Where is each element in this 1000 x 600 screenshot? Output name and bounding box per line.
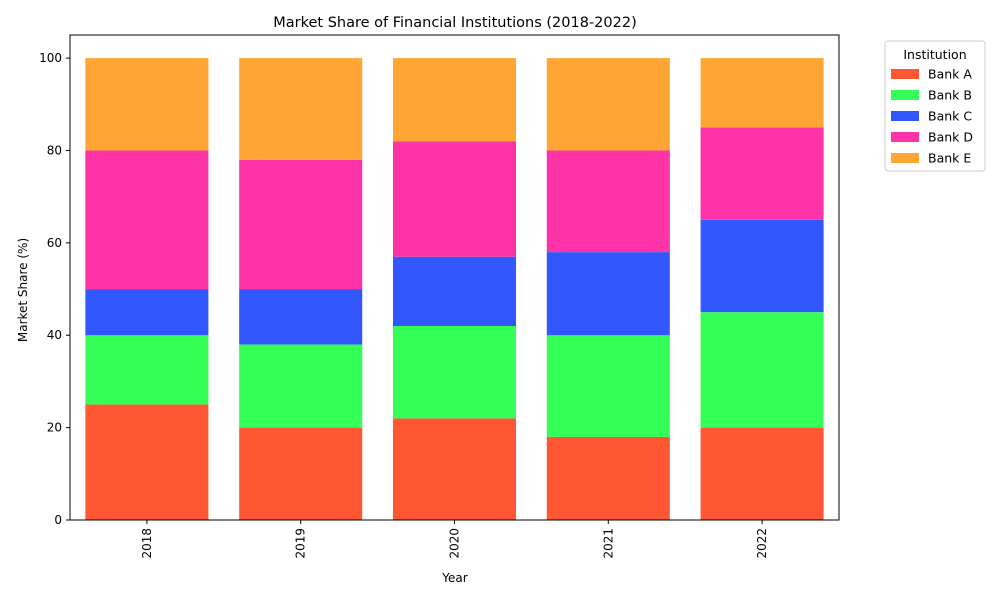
legend-swatch-bank-b [891, 90, 919, 100]
legend-label-bank-b: Bank B [928, 88, 972, 103]
bar-bank-c-2019 [239, 289, 363, 345]
bar-bank-e-2022 [700, 58, 824, 128]
legend-swatch-bank-e [891, 153, 919, 163]
bar-bank-b-2021 [546, 335, 670, 437]
y-tick-label-40: 40 [47, 328, 62, 342]
bar-bank-d-2020 [392, 141, 517, 257]
bar-bank-b-2019 [239, 344, 363, 428]
bar-bank-d-2019 [239, 159, 363, 290]
bar-bank-e-2021 [546, 58, 670, 151]
bar-bank-d-2021 [546, 150, 670, 253]
bar-bank-d-2018 [85, 150, 209, 290]
y-axis: 0 20 40 60 80 100 [39, 51, 70, 527]
plot-area [69, 34, 840, 521]
bar-bank-a-2018 [85, 404, 209, 520]
y-tick-label-20: 20 [47, 421, 62, 435]
chart-title: Market Share of Financial Institutions (… [273, 15, 637, 31]
x-tick-label-2018: 2018 [140, 528, 154, 559]
legend-swatch-bank-a [891, 69, 919, 79]
bar-bank-e-2020 [392, 58, 517, 142]
bar-bank-b-2018 [85, 335, 209, 405]
bar-bank-c-2022 [700, 219, 824, 313]
bar-bank-c-2020 [392, 256, 517, 326]
bar-bank-a-2021 [546, 436, 670, 520]
bar-bank-e-2018 [85, 58, 209, 151]
y-tick-label-80: 80 [47, 143, 62, 157]
legend-swatch-bank-c [891, 111, 919, 121]
legend-label-bank-a: Bank A [928, 67, 972, 82]
x-tick-label-2019: 2019 [294, 528, 308, 559]
bar-bank-d-2022 [700, 127, 824, 220]
bar-bank-a-2022 [700, 427, 824, 520]
legend-label-bank-e: Bank E [928, 151, 971, 166]
legend-label-bank-c: Bank C [928, 109, 972, 124]
legend: Institution Bank A Bank B Bank C Bank D Bank… [884, 40, 986, 172]
y-tick-label-100: 100 [39, 51, 62, 65]
legend-swatch-bank-d [891, 132, 919, 142]
bar-bank-c-2018 [85, 289, 209, 336]
bar-bank-e-2019 [239, 58, 363, 160]
bar-bank-b-2022 [700, 312, 824, 428]
bar-bank-a-2020 [392, 418, 517, 520]
y-tick-label-60: 60 [47, 236, 62, 250]
x-tick-label-2020: 2020 [448, 528, 462, 559]
x-tick-label-2021: 2021 [601, 528, 615, 559]
legend-label-bank-d: Bank D [928, 130, 973, 145]
legend-title: Institution [903, 47, 966, 62]
bar-bank-a-2019 [239, 427, 363, 520]
y-tick-label-0: 0 [54, 513, 62, 527]
bar-bank-c-2021 [546, 252, 670, 336]
x-tick-label-2022: 2022 [755, 528, 769, 559]
x-axis: 2018 2019 2020 2021 2022 [140, 520, 769, 559]
y-axis-label: Market Share (%) [16, 238, 30, 342]
bar-bank-b-2020 [392, 326, 517, 419]
x-axis-label: Year [441, 571, 467, 585]
